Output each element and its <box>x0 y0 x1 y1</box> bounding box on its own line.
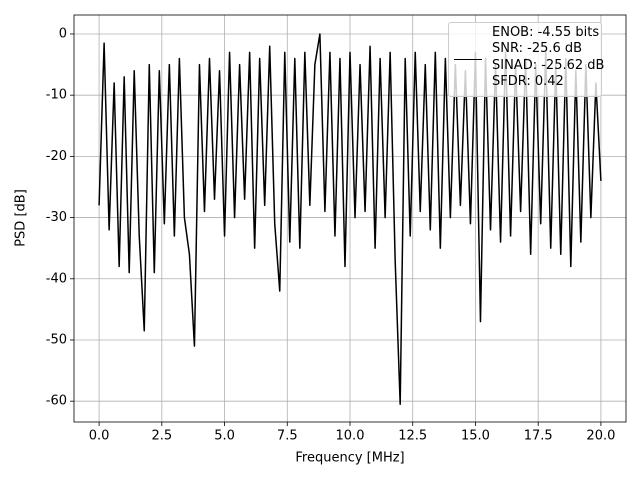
x-tick-label: 10.0 <box>336 429 365 444</box>
x-tick-label: 5.0 <box>214 429 235 444</box>
x-tick-label: 12.5 <box>398 429 427 444</box>
x-tick-label: 0.0 <box>89 429 110 444</box>
y-tick-label: -50 <box>46 332 67 347</box>
y-tick-label: -30 <box>46 210 67 225</box>
y-tick-label: -40 <box>46 271 67 286</box>
y-tick-label: -60 <box>46 394 67 409</box>
x-tick-label: 20.0 <box>586 429 615 444</box>
legend: ENOB: -4.55 bits SNR: -25.6 dB SINAD: -2… <box>448 22 605 97</box>
plot-frame <box>73 14 627 423</box>
data-line <box>98 33 602 405</box>
x-tick-label: 7.5 <box>277 429 298 444</box>
x-tick-label: 15.0 <box>461 429 490 444</box>
y-tick-label: -10 <box>46 88 67 103</box>
x-tick-label: 2.5 <box>151 429 172 444</box>
x-tick-label: 17.5 <box>524 429 553 444</box>
y-tick-label: 0 <box>59 26 67 41</box>
x-axis-label: Frequency [MHz] <box>295 451 404 466</box>
y-axis-label: PSD [dB] <box>14 189 29 247</box>
legend-text: ENOB: -4.55 bits SNR: -25.6 dB SINAD: -2… <box>492 25 605 89</box>
y-tick-label: -20 <box>46 149 67 164</box>
legend-line <box>454 59 482 60</box>
